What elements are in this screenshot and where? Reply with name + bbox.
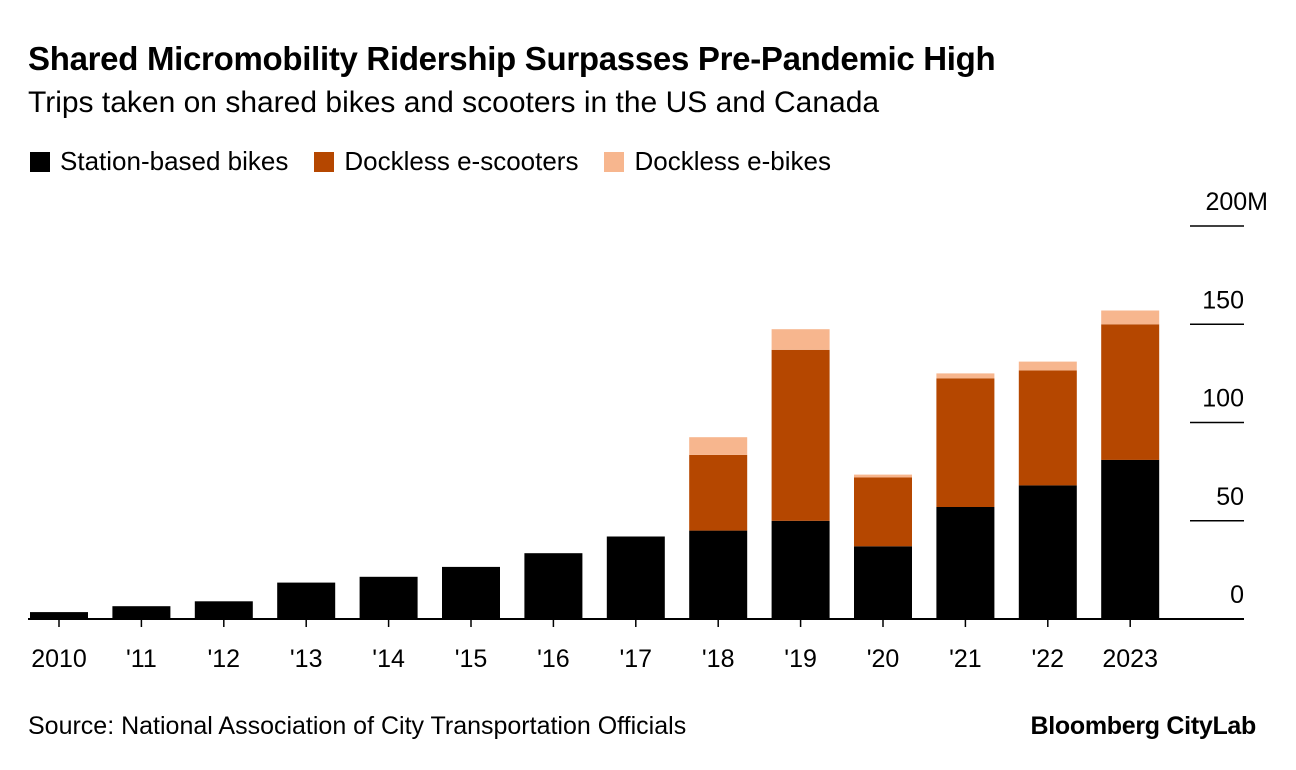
bar-e-scooters-12 xyxy=(1018,370,1077,486)
bar-e-scooters-9 xyxy=(771,349,830,521)
legend-item-e-scooters: Dockless e-scooters xyxy=(314,146,578,177)
y-tick-label-0: 0 xyxy=(1230,581,1244,609)
brand-logo: Bloomberg CityLab xyxy=(1030,712,1257,740)
x-tick-label-2: '12 xyxy=(208,645,241,673)
bar-station-bikes-4 xyxy=(359,576,418,619)
x-tick-label-4: '14 xyxy=(372,645,405,673)
x-tick-label-6: '16 xyxy=(537,645,570,673)
bar-e-scooters-13 xyxy=(1101,324,1160,460)
bar-e-bikes-8 xyxy=(689,437,748,455)
legend-label-e-bikes: Dockless e-bikes xyxy=(634,146,831,176)
stacked-bar-chart: 2010 '11 '12 '13 '14 '15 '16 '17 '18 '19 '20 '21 '22… xyxy=(28,188,1268,673)
bar-station-bikes-2 xyxy=(194,601,253,619)
legend-item-station-bikes: Station-based bikes xyxy=(30,146,288,177)
bar-e-scooters-11 xyxy=(936,378,995,507)
bar-station-bikes-8 xyxy=(689,530,748,619)
legend-item-e-bikes: Dockless e-bikes xyxy=(604,146,831,177)
bar-station-bikes-11 xyxy=(936,507,995,619)
bar-station-bikes-1 xyxy=(112,606,171,619)
x-tick-label-13: 2023 xyxy=(1102,645,1158,673)
bar-e-scooters-10 xyxy=(854,477,912,547)
source-note: Source: National Association of City Tra… xyxy=(28,712,687,740)
y-tick-label-2: 100 xyxy=(1202,385,1244,413)
y-tick-label-3: 150 xyxy=(1202,286,1244,314)
bar-station-bikes-13 xyxy=(1101,459,1160,619)
chart-subtitle: Trips taken on shared bikes and scooters… xyxy=(28,86,880,119)
bar-e-scooters-8 xyxy=(689,454,748,531)
bar-e-bikes-11 xyxy=(936,373,995,379)
x-tick-label-7: '17 xyxy=(620,645,653,673)
legend-swatch-e-scooters xyxy=(314,151,335,172)
x-tick-label-3: '13 xyxy=(290,645,323,673)
legend-label-station-bikes: Station-based bikes xyxy=(60,146,289,176)
legend-swatch-station-bikes xyxy=(30,151,50,172)
legend-swatch-e-bikes xyxy=(604,151,625,172)
bar-station-bikes-0 xyxy=(30,612,88,619)
legend: Station-based bikes Dockless e-scooters … xyxy=(30,146,857,177)
bar-station-bikes-9 xyxy=(771,520,830,620)
bar-station-bikes-7 xyxy=(606,536,665,619)
x-tick-label-1: '11 xyxy=(126,645,157,673)
bar-station-bikes-5 xyxy=(442,566,500,619)
bar-station-bikes-12 xyxy=(1018,485,1077,619)
legend-label-e-scooters: Dockless e-scooters xyxy=(344,146,579,176)
bar-e-bikes-10 xyxy=(854,474,912,478)
x-tick-label-12: '22 xyxy=(1032,645,1065,673)
bar-e-bikes-12 xyxy=(1018,361,1077,371)
bar-e-bikes-13 xyxy=(1101,310,1160,325)
y-tick-label-1: 50 xyxy=(1216,483,1244,511)
x-tick-label-10: '20 xyxy=(867,645,900,673)
x-tick-label-11: '21 xyxy=(949,645,982,673)
chart-title: Shared Micromobility Ridership Surpasses… xyxy=(28,40,996,77)
x-tick-label-9: '19 xyxy=(784,645,817,673)
x-tick-label-0: 2010 xyxy=(31,645,87,673)
bar-station-bikes-10 xyxy=(854,546,912,619)
y-tick-label-4: 200M xyxy=(1205,188,1268,216)
bar-station-bikes-3 xyxy=(277,582,336,619)
bar-station-bikes-6 xyxy=(524,553,583,619)
bar-e-bikes-9 xyxy=(771,329,830,350)
x-tick-label-5: '15 xyxy=(455,645,488,673)
x-tick-label-8: '18 xyxy=(702,645,735,673)
